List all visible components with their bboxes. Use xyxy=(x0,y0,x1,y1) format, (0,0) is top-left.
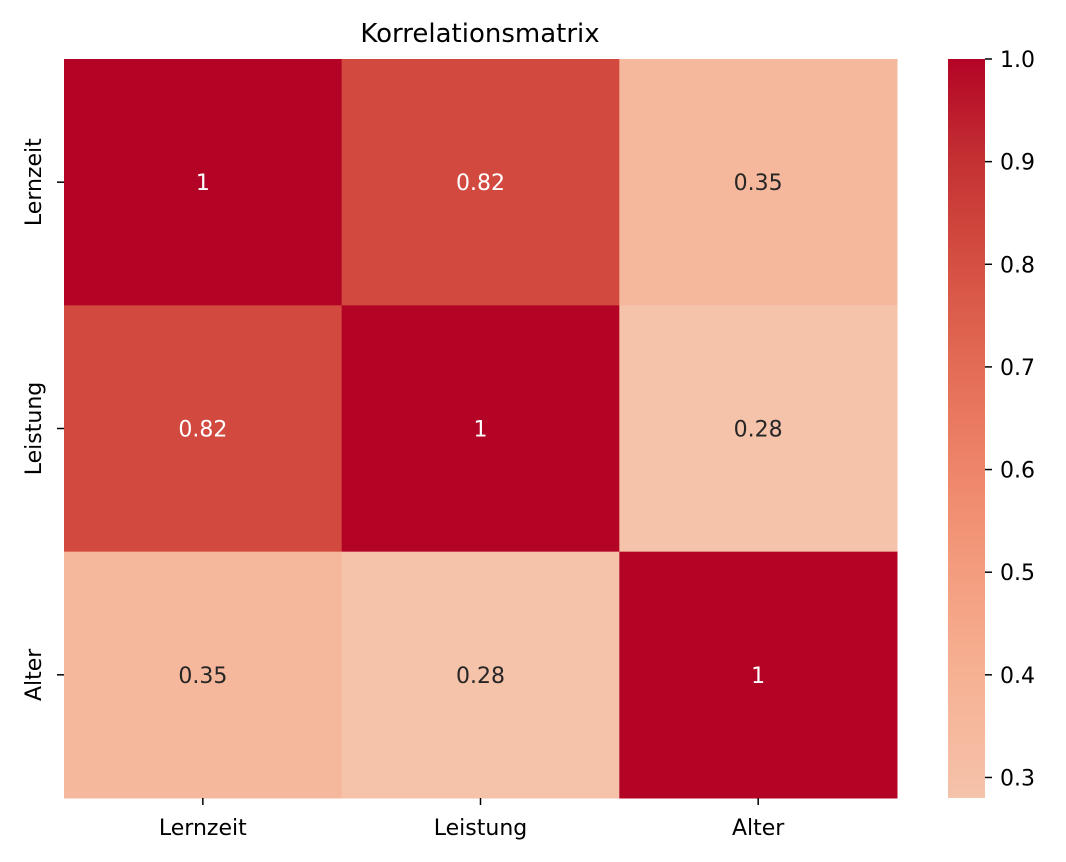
colorbar-axis: 0.3 0.4 0.5 0.6 0.7 0.8 0.9 1.0 xyxy=(985,48,1035,791)
heatmap-cell xyxy=(341,305,620,553)
y-axis: Lernzeit Leistung Alter xyxy=(22,138,64,701)
colorbar-tick-label: 0.5 xyxy=(1000,561,1035,586)
colorbar xyxy=(948,59,985,798)
colorbar-tick-label: 0.8 xyxy=(1000,253,1035,278)
heatmap-cell xyxy=(619,305,898,553)
cell-annotation: 0.28 xyxy=(734,418,783,443)
x-axis: Lernzeit Leistung Alter xyxy=(159,798,785,841)
colorbar-tick-label: 0.3 xyxy=(1000,766,1035,791)
heatmap-cell xyxy=(64,305,343,553)
x-tick-label: Leistung xyxy=(434,816,527,841)
cell-annotation: 1 xyxy=(196,171,210,196)
cell-annotation: 1 xyxy=(751,664,765,689)
cell-annotation: 1 xyxy=(474,418,488,443)
colorbar-tick-label: 1.0 xyxy=(1000,48,1035,73)
y-tick-label: Lernzeit xyxy=(22,138,47,226)
heatmap-cell xyxy=(64,551,343,799)
heatmap-cells: 1 0.82 0.35 0.82 1 0.28 0.35 0.28 1 xyxy=(64,59,898,799)
cell-annotation: 0.35 xyxy=(178,664,227,689)
chart-title: Korrelationsmatrix xyxy=(360,19,599,49)
heatmap-cell xyxy=(341,551,620,799)
heatmap-cell xyxy=(64,59,343,306)
heatmap-cell xyxy=(619,59,898,306)
cell-annotation: 0.82 xyxy=(178,418,227,443)
x-tick-label: Alter xyxy=(732,816,785,841)
y-tick-label: Alter xyxy=(22,648,47,701)
x-tick-label: Lernzeit xyxy=(159,816,247,841)
colorbar-tick-label: 0.4 xyxy=(1000,664,1035,689)
cell-annotation: 0.28 xyxy=(456,664,505,689)
colorbar-tick-label: 0.9 xyxy=(1000,151,1035,176)
heatmap-cell xyxy=(619,551,898,799)
heatmap-cell xyxy=(341,59,620,306)
cell-annotation: 0.35 xyxy=(734,171,783,196)
y-tick-label: Leistung xyxy=(22,382,47,475)
colorbar-tick-label: 0.6 xyxy=(1000,459,1035,484)
cell-annotation: 0.82 xyxy=(456,171,505,196)
colorbar-tick-label: 0.7 xyxy=(1000,356,1035,381)
